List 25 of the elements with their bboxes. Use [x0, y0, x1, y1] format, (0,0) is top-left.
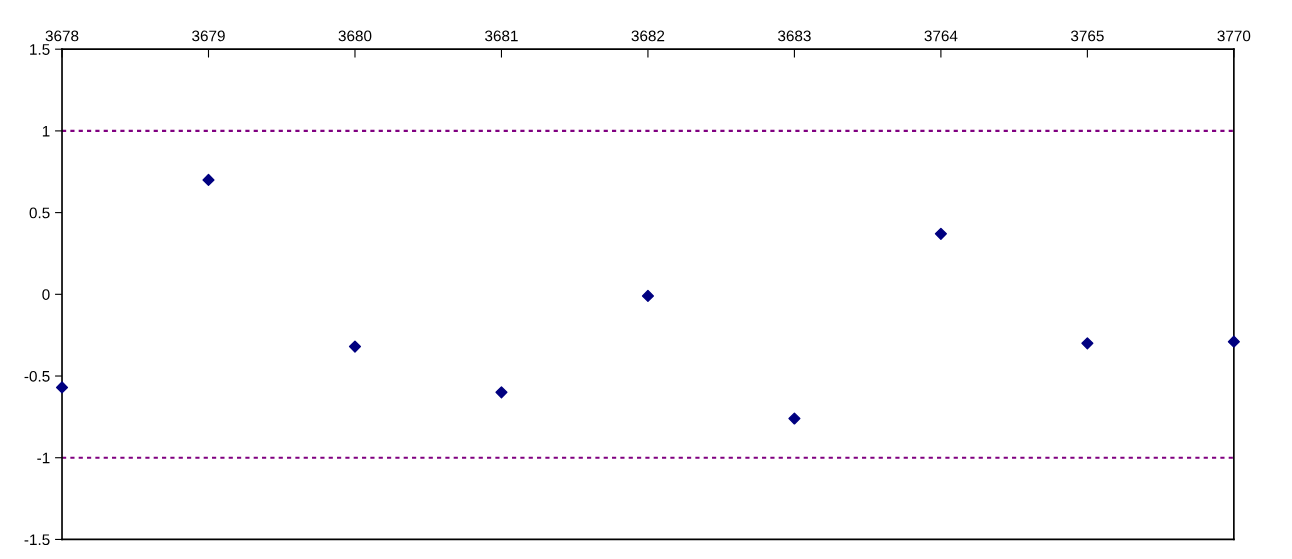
y-tick-label: 0 [42, 289, 50, 300]
x-tick-label: 3770 [1217, 30, 1251, 42]
point [788, 412, 801, 425]
y-tick-label: -1 [37, 452, 50, 464]
y-tick-label: 0.5 [29, 207, 50, 219]
point [641, 289, 655, 303]
x-tick-label: 3679 [192, 30, 225, 42]
x-tick-label: 3765 [1070, 30, 1104, 42]
x-tick-label: 3681 [485, 30, 518, 42]
point [55, 381, 69, 394]
y-tick-label: 1.5 [30, 44, 50, 55]
x-tick-label: 3682 [631, 30, 665, 42]
y-tick-label: -0.5 [24, 370, 50, 382]
y-tick-label: -1.5 [24, 534, 50, 546]
point [1227, 335, 1240, 348]
y-tick-label: 1 [42, 125, 50, 137]
x-tick-label: 3683 [778, 30, 811, 42]
point [202, 173, 215, 186]
x-tick-label: 3678 [45, 30, 79, 42]
x-tick-label: 3764 [924, 30, 958, 42]
point [1081, 337, 1094, 350]
point [495, 386, 508, 399]
point [348, 340, 362, 353]
x-tick-label: 3680 [338, 30, 372, 42]
point [934, 227, 947, 240]
